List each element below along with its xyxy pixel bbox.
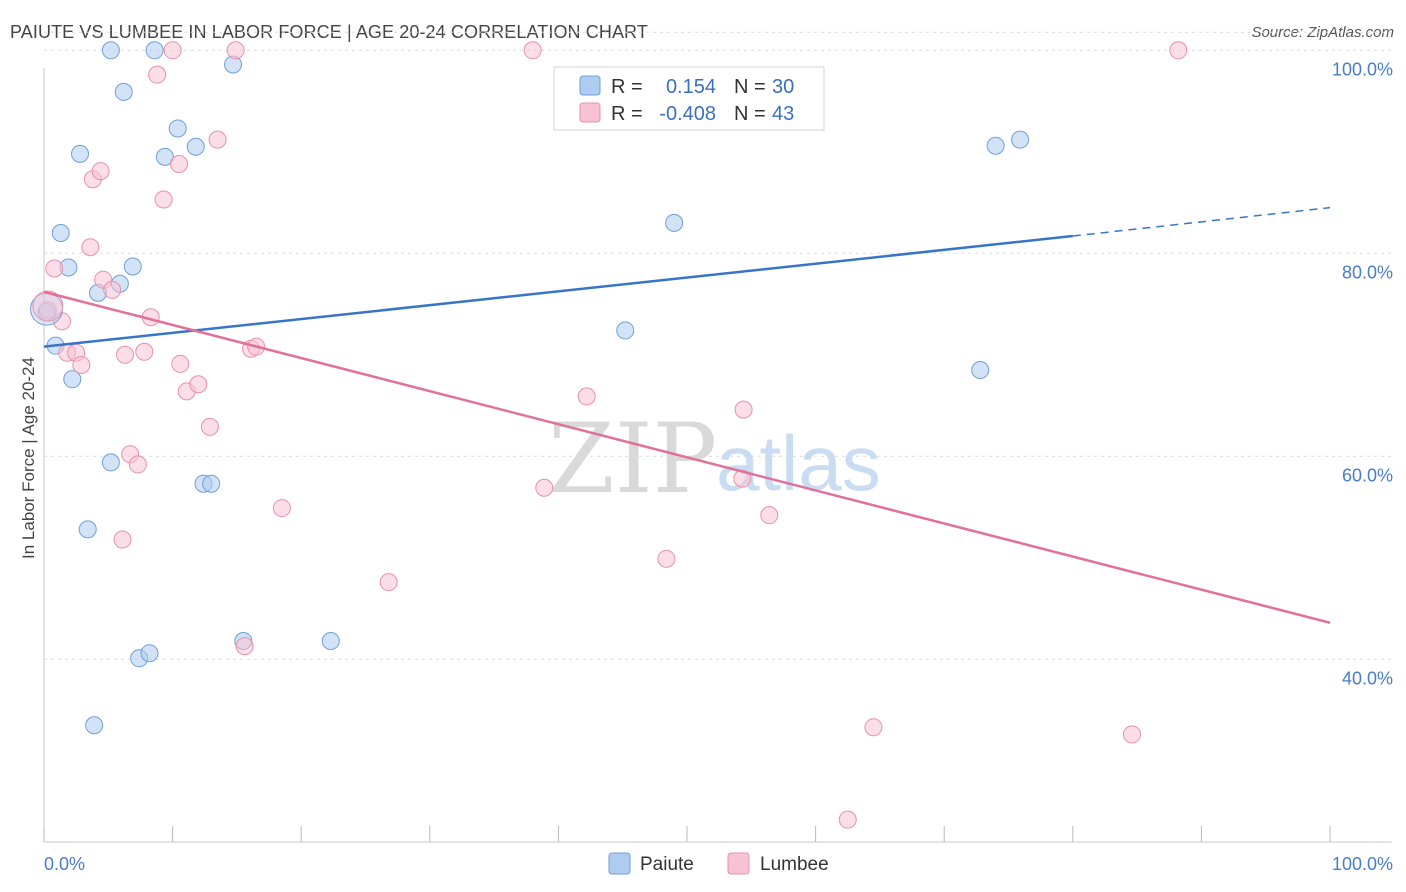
bottom-legend-swatch-lumbee	[727, 852, 750, 875]
point-lumbee-cluster	[32, 290, 64, 322]
point-paiute	[145, 41, 164, 60]
legend-r-value-lumbee: -0.408	[659, 103, 716, 125]
x-tick-label: 0.0%	[44, 854, 85, 874]
point-lumbee	[226, 41, 245, 60]
point-paiute	[155, 147, 174, 166]
x-tick-label: 100.0%	[1332, 854, 1393, 874]
legend-n-label-lumbee: N =	[734, 103, 766, 125]
chart-title: PAIUTE VS LUMBEE IN LABOR FORCE | AGE 20…	[10, 22, 648, 42]
point-lumbee	[734, 400, 753, 419]
point-lumbee	[189, 375, 208, 394]
point-paiute	[85, 716, 104, 735]
point-paiute	[202, 474, 221, 493]
trend-line-paiute-dashed	[1072, 206, 1331, 237]
point-paiute	[101, 453, 120, 472]
y-tick-labels: 40.0% 60.0% 80.0% 100.0%	[1332, 59, 1393, 688]
point-lumbee	[379, 573, 398, 592]
point-lumbee	[103, 280, 122, 299]
watermark-atlas: atlas	[716, 419, 881, 507]
bottom-legend-label-paiute: Paiute	[640, 854, 694, 875]
trend-line-paiute	[43, 234, 1073, 348]
legend-swatch-paiute	[579, 75, 601, 96]
point-paiute	[186, 137, 205, 156]
point-paiute	[616, 321, 635, 340]
y-tick-label: 60.0%	[1342, 465, 1393, 485]
point-lumbee	[113, 530, 132, 549]
point-paiute	[101, 41, 120, 60]
point-lumbee	[838, 810, 857, 829]
point-lumbee	[235, 637, 254, 656]
point-lumbee	[116, 345, 135, 364]
point-paiute	[140, 644, 159, 663]
point-lumbee	[91, 162, 110, 181]
legend: R = 0.154 N = 30 R = -0.408 N = 43	[553, 66, 825, 131]
point-lumbee	[864, 718, 883, 737]
x-tick-labels: 0.0% 100.0%	[44, 854, 1393, 874]
point-lumbee	[657, 549, 676, 568]
point-paiute	[321, 632, 340, 651]
data-points	[30, 41, 1188, 829]
y-tick-label: 100.0%	[1332, 59, 1393, 79]
point-lumbee	[45, 259, 64, 278]
bottom-legend-label-lumbee: Lumbee	[760, 854, 829, 875]
point-lumbee	[760, 506, 779, 525]
legend-n-value-paiute: 30	[772, 76, 794, 98]
bottom-legend: Paiute Lumbee	[608, 852, 829, 875]
watermark: ZIP atlas	[548, 403, 881, 515]
point-lumbee	[135, 342, 154, 361]
point-lumbee	[272, 499, 291, 518]
point-lumbee	[200, 417, 219, 436]
trend-lines	[43, 206, 1331, 624]
point-lumbee	[128, 455, 147, 474]
point-lumbee	[1122, 725, 1141, 744]
point-lumbee	[523, 41, 542, 60]
legend-n-label-paiute: N =	[734, 76, 766, 98]
point-lumbee	[1169, 41, 1188, 60]
point-paiute	[114, 82, 133, 101]
source-credit: Source: ZipAtlas.com	[1251, 24, 1394, 41]
legend-r-label-paiute: R =	[611, 76, 643, 98]
bottom-legend-swatch-paiute	[608, 852, 631, 875]
legend-swatch-lumbee	[579, 102, 601, 123]
point-lumbee	[148, 65, 167, 84]
legend-r-label-lumbee: R =	[611, 103, 643, 125]
point-paiute	[665, 213, 684, 232]
point-paiute	[78, 520, 97, 539]
grid	[44, 31, 1392, 660]
point-paiute	[71, 144, 90, 163]
point-lumbee	[163, 41, 182, 60]
point-lumbee	[535, 478, 554, 497]
axes	[43, 68, 1392, 843]
point-lumbee	[208, 130, 227, 149]
point-paiute	[63, 370, 82, 389]
legend-r-value-paiute: 0.154	[666, 76, 716, 98]
point-lumbee	[72, 355, 91, 374]
point-lumbee	[577, 387, 596, 406]
point-paiute	[51, 224, 70, 242]
point-lumbee	[154, 190, 173, 209]
point-paiute	[971, 361, 990, 380]
point-lumbee	[38, 301, 57, 320]
point-paiute	[1011, 130, 1030, 149]
point-paiute	[123, 257, 142, 276]
point-lumbee	[170, 154, 189, 173]
point-paiute	[986, 136, 1005, 155]
y-tick-label: 40.0%	[1342, 668, 1393, 688]
point-paiute	[168, 119, 187, 138]
legend-n-value-lumbee: 43	[772, 103, 794, 125]
y-tick-label: 80.0%	[1342, 262, 1393, 282]
point-lumbee	[81, 238, 100, 257]
point-lumbee	[733, 469, 752, 488]
y-axis-label: In Labor Force | Age 20-24	[19, 357, 38, 559]
point-lumbee	[171, 354, 190, 373]
trend-line-lumbee	[43, 290, 1331, 624]
